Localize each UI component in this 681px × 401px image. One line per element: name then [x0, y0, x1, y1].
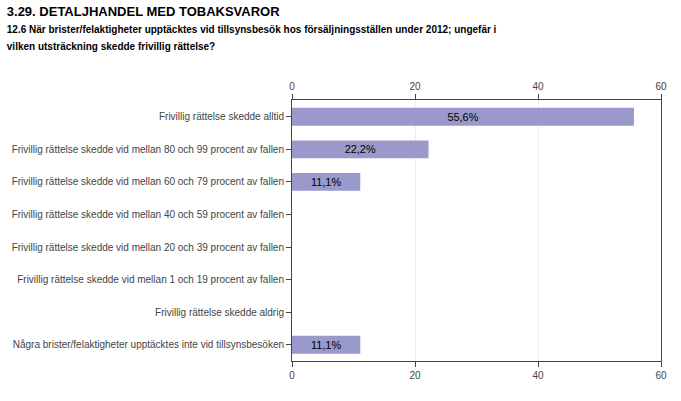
svg-text:Frivillig rättelse skedde vid: Frivillig rättelse skedde vid mellan 80 … [12, 144, 284, 155]
svg-text:Några brister/felaktigheter up: Några brister/felaktigheter upptäcktes i… [13, 339, 284, 350]
svg-text:3.29. DETALJHANDEL MED TOBAKSV: 3.29. DETALJHANDEL MED TOBAKSVAROR12.6 N… [7, 4, 497, 52]
svg-text:Frivillig rättelse skedde aldr: Frivillig rättelse skedde aldrig [155, 307, 284, 318]
svg-text:40: 40 [532, 81, 544, 92]
svg-text:20: 20 [409, 81, 421, 92]
svg-text:Frivillig rättelse skedde allt: Frivillig rättelse skedde alltid [159, 111, 284, 122]
svg-text:55,6%: 55,6% [447, 111, 478, 123]
svg-text:Frivillig rättelse skedde vid: Frivillig rättelse skedde vid mellan 20 … [12, 242, 284, 253]
svg-text:20: 20 [409, 370, 421, 381]
svg-text:60: 60 [655, 81, 667, 92]
svg-text:22,2%: 22,2% [345, 143, 376, 155]
svg-text:Frivillig rättelse skedde vid: Frivillig rättelse skedde vid mellan 1 o… [17, 274, 284, 285]
svg-text:40: 40 [532, 370, 544, 381]
svg-text:60: 60 [655, 370, 667, 381]
svg-text:Frivillig rättelse skedde vid: Frivillig rättelse skedde vid mellan 40 … [12, 209, 284, 220]
svg-text:0: 0 [289, 81, 295, 92]
svg-text:11,1%: 11,1% [311, 176, 341, 188]
svg-text:Frivillig rättelse skedde vid: Frivillig rättelse skedde vid mellan 60 … [12, 176, 284, 187]
svg-text:0: 0 [289, 370, 295, 381]
svg-text:11,1%: 11,1% [311, 339, 341, 351]
